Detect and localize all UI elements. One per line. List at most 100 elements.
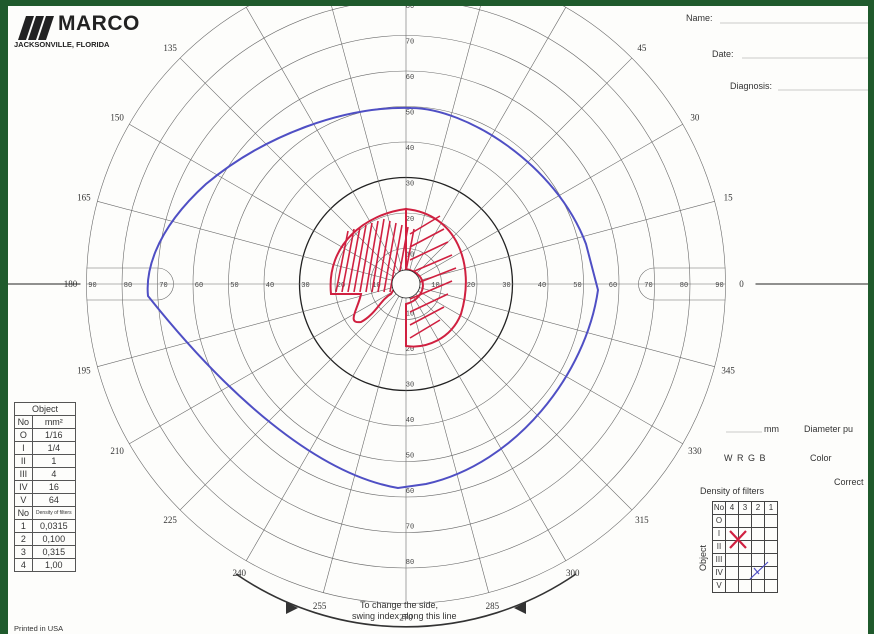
density-head-no: No	[712, 501, 726, 515]
density-cell[interactable]	[751, 579, 765, 593]
eccentricity-label: 30	[301, 282, 309, 290]
density-row-label: V	[712, 579, 726, 593]
scotoma-hatch	[409, 280, 453, 300]
meridian-label: 345	[721, 365, 735, 375]
meridian-label: 300	[566, 568, 580, 578]
scotoma-hatch	[341, 228, 355, 293]
object-row-no: II	[14, 454, 33, 468]
eccentricity-label: 70	[406, 39, 414, 47]
density-cell[interactable]	[738, 566, 752, 580]
meridian-label: 285	[486, 601, 500, 611]
right-scotoma-outline	[405, 207, 467, 348]
swing-index-arc	[235, 573, 577, 628]
density-cell[interactable]	[764, 566, 778, 580]
object-row-mm: 64	[31, 493, 77, 507]
eccentricity-label: 60	[406, 74, 414, 82]
object-col-mm: mm²	[31, 415, 77, 429]
meridian-label: 45	[637, 43, 647, 53]
density-cell[interactable]	[764, 527, 778, 541]
eccentricity-label: 60	[609, 282, 617, 290]
scotoma-hatch	[359, 222, 373, 293]
meridian-label: 315	[635, 515, 649, 525]
eccentricity-label: 40	[406, 417, 414, 425]
eccentricity-label: 20	[406, 216, 414, 224]
meridian-label: 240	[233, 568, 247, 578]
scotoma-hatch	[409, 228, 445, 248]
eccentricity-label: 40	[538, 282, 546, 290]
density-cell-checked[interactable]	[725, 527, 739, 541]
density-cell[interactable]	[738, 540, 752, 554]
density-row-label: O	[712, 514, 726, 528]
printed-in-usa: Printed in USA	[14, 624, 64, 633]
density-filters-table: No 4 3 2 1 O I II III IV V	[712, 501, 778, 593]
meridian-line	[413, 201, 715, 283]
density-head-4: 4	[725, 501, 739, 515]
density-cell[interactable]	[738, 514, 752, 528]
name-field-label: Name:	[686, 13, 713, 23]
density-cell[interactable]	[725, 514, 739, 528]
eccentricity-label: 50	[573, 282, 581, 290]
filter-row-value: 0,0315	[31, 519, 77, 533]
brand-name: MARCO	[58, 12, 140, 35]
object-row-no: IV	[14, 480, 33, 494]
meridian-label: 270	[399, 613, 413, 623]
marco-logo-icon	[18, 16, 54, 40]
density-cell[interactable]	[738, 579, 752, 593]
density-cell[interactable]	[725, 566, 739, 580]
object-row-mm: 1/16	[31, 428, 77, 442]
eccentricity-label: 10	[406, 252, 414, 260]
density-row-label: IV	[712, 566, 726, 580]
density-cell[interactable]	[764, 540, 778, 554]
density-cell[interactable]	[764, 553, 778, 567]
object-row-mm: 1	[31, 454, 77, 468]
eccentricity-label: 30	[502, 282, 510, 290]
density-cell[interactable]	[751, 540, 765, 554]
meridian-label: 135	[163, 43, 177, 53]
object-table-title: Object	[14, 402, 76, 416]
perimetry-chart-sheet: 0153045607590105120135150165180195210225…	[8, 6, 868, 634]
left-scotoma-outline	[329, 207, 407, 324]
eccentricity-label: 20	[406, 346, 414, 354]
meridian-label: 180	[64, 279, 78, 289]
density-cell[interactable]	[738, 553, 752, 567]
filter-row-value: 0,315	[31, 545, 77, 559]
density-cell[interactable]	[738, 527, 752, 541]
eccentricity-label: 50	[406, 110, 414, 118]
density-cell[interactable]	[751, 566, 765, 580]
scotoma-hatch	[347, 226, 361, 293]
side-note-line2: swing index along this line	[352, 611, 457, 621]
density-head-2: 2	[751, 501, 765, 515]
scotoma-hatch	[409, 215, 441, 235]
density-cell[interactable]	[764, 514, 778, 528]
density-row-label: III	[712, 553, 726, 567]
filter-row-no: 1	[14, 519, 33, 533]
meridian-label: 195	[77, 365, 91, 375]
object-row-no: V	[14, 493, 33, 507]
object-row-mm: 1/4	[31, 441, 77, 455]
density-cell[interactable]	[751, 553, 765, 567]
eccentricity-label: 10	[372, 282, 380, 290]
form-lines	[720, 22, 868, 433]
eccentricity-label: 60	[195, 282, 203, 290]
filter-col-no: No	[14, 506, 33, 520]
object-row-no: I	[14, 441, 33, 455]
mm-label: mm	[764, 424, 779, 434]
density-cell[interactable]	[751, 514, 765, 528]
meridian-label: 150	[110, 112, 124, 122]
density-cell[interactable]	[764, 579, 778, 593]
meridian-line	[412, 287, 683, 445]
density-cell[interactable]	[725, 553, 739, 567]
swing-arrow-right-icon	[514, 602, 526, 614]
density-row-label: I	[712, 527, 726, 541]
scotoma-hatch	[409, 293, 449, 313]
density-cell[interactable]	[725, 579, 739, 593]
visual-field-chart: 0153045607590105120135150165180195210225…	[8, 6, 868, 628]
scotoma-hatch	[383, 222, 397, 293]
correction-label: Correct	[834, 477, 864, 487]
meridian-label: 30	[690, 112, 700, 122]
density-cell[interactable]	[751, 527, 765, 541]
left-index-tab	[86, 267, 174, 301]
density-cell[interactable]	[725, 540, 739, 554]
scotoma-hatch	[409, 254, 453, 274]
